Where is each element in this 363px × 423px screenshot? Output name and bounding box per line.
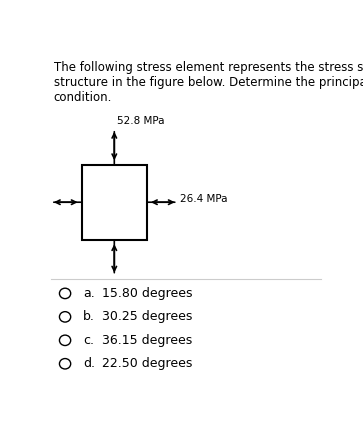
- Text: a.: a.: [83, 287, 95, 300]
- Text: 30.25 degrees: 30.25 degrees: [102, 310, 192, 323]
- Text: 52.8 MPa: 52.8 MPa: [117, 115, 164, 126]
- Text: b.: b.: [83, 310, 95, 323]
- Text: 22.50 degrees: 22.50 degrees: [102, 357, 192, 370]
- Ellipse shape: [60, 312, 71, 322]
- Bar: [82, 165, 147, 240]
- Ellipse shape: [60, 288, 71, 299]
- Text: The following stress element represents the stress state at point A of the
struc: The following stress element represents …: [54, 60, 363, 104]
- Text: 26.4 MPa: 26.4 MPa: [180, 194, 228, 204]
- Text: 36.15 degrees: 36.15 degrees: [102, 334, 192, 347]
- Text: 15.80 degrees: 15.80 degrees: [102, 287, 192, 300]
- Text: d.: d.: [83, 357, 95, 370]
- Ellipse shape: [60, 359, 71, 369]
- Text: c.: c.: [83, 334, 94, 347]
- Ellipse shape: [60, 335, 71, 346]
